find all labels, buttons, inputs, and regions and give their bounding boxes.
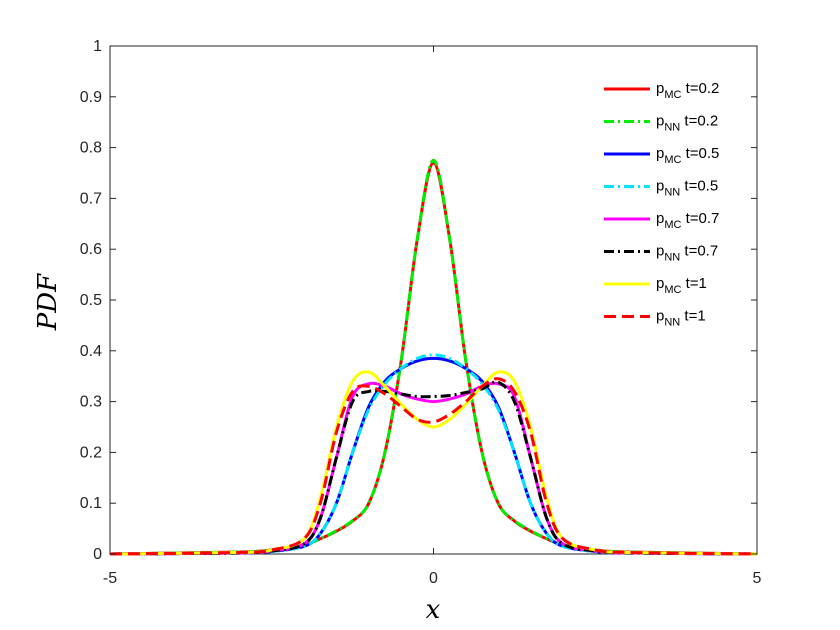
y-tick-label: 0.1 [80, 495, 102, 512]
y-tick-label: 0.7 [80, 190, 102, 207]
y-tick-label: 0 [93, 546, 102, 563]
legend-label-1: pNN t=0.2 [656, 113, 718, 134]
y-tick-label: 0.5 [80, 292, 102, 309]
legend-label-6: pMC t=1 [656, 275, 707, 296]
series-line-3 [109, 353, 758, 556]
x-axis-title: x [426, 595, 441, 625]
legend-label-4: pMC t=0.7 [656, 210, 719, 231]
x-tick-label: 5 [753, 570, 762, 587]
legend-label-7: pNN t=1 [656, 308, 706, 329]
y-axis-title: PDF [33, 273, 63, 331]
axes-frame [109, 45, 758, 555]
y-tick-label: 0.9 [80, 89, 102, 106]
y-tick-label: 0.6 [80, 241, 102, 258]
y-tick-label: 0.4 [80, 343, 102, 360]
series-line-7 [109, 377, 758, 556]
x-tick-label: 0 [429, 570, 438, 587]
series-layer [109, 158, 758, 556]
y-tick-label: 0.3 [80, 394, 102, 411]
legend-label-5: pNN t=0.7 [656, 243, 718, 264]
y-tick-label: 0.8 [80, 140, 102, 157]
series-line-5 [109, 380, 758, 556]
plot-area [109, 45, 758, 555]
y-tick-label: 0.2 [80, 444, 102, 461]
legend-label-0: pMC t=0.2 [656, 80, 719, 101]
y-tick-label: 1 [93, 38, 102, 55]
x-tick-label: -5 [103, 570, 117, 587]
legend-label-2: pMC t=0.5 [656, 145, 719, 166]
ticks-layer: 00.10.20.30.40.50.60.70.80.91-5 0 5 [80, 38, 762, 587]
legend: pMC t=0.2 pNN t=0.2 pMC t=0.5 pNN t=0.5 pMC … [604, 80, 719, 329]
legend-label-3: pNN t=0.5 [656, 178, 718, 199]
